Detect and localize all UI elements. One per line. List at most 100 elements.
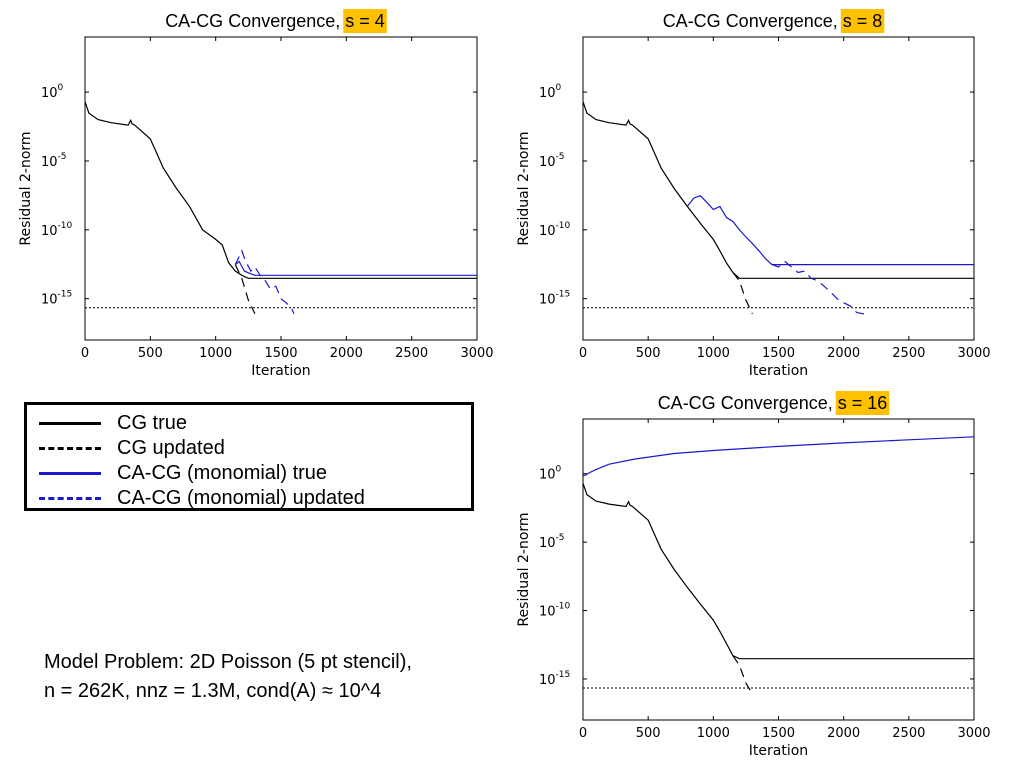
series-line-ca-cg-monomial-true bbox=[234, 260, 477, 276]
series-group bbox=[583, 101, 974, 317]
y-tick-base: 10 bbox=[539, 224, 556, 239]
x-tick-label: 0 bbox=[579, 726, 587, 741]
y-tick-base: 10 bbox=[539, 293, 556, 308]
x-axis-label: Iteration bbox=[749, 363, 808, 379]
y-tick-base: 10 bbox=[539, 86, 556, 101]
x-tick-label: 2000 bbox=[827, 346, 860, 361]
x-tick-label: 500 bbox=[138, 346, 163, 361]
x-tick-label: 1000 bbox=[697, 346, 730, 361]
y-tick-base: 10 bbox=[41, 293, 58, 308]
x-tick-label: 0 bbox=[579, 346, 587, 361]
series-group bbox=[583, 436, 974, 695]
legend-item-cacg-true: CA-CG (monomial) true bbox=[39, 461, 327, 485]
x-tick-label: 1500 bbox=[264, 346, 297, 361]
note-line-1: Model Problem: 2D Poisson (5 pt stencil)… bbox=[44, 651, 412, 673]
y-tick-label: 10-15 bbox=[539, 670, 570, 688]
y-tick-label: 10-10 bbox=[539, 221, 571, 239]
x-tick-label: 3000 bbox=[957, 346, 990, 361]
y-tick-exponent: -10 bbox=[556, 221, 571, 231]
x-tick-label: 1000 bbox=[697, 726, 730, 741]
y-tick-label: 100 bbox=[539, 83, 562, 101]
title-highlight-box bbox=[835, 391, 890, 415]
series-line-ca-cg-monomial-updated bbox=[234, 249, 295, 315]
y-tick-exponent: -15 bbox=[58, 290, 73, 300]
legend-swatch bbox=[39, 471, 101, 475]
y-tick-exponent: -5 bbox=[58, 152, 67, 162]
series-line-cg-true bbox=[583, 483, 974, 660]
series-line-cg-updated bbox=[732, 272, 753, 315]
chart-title-text: CA-CG Convergence, bbox=[165, 11, 345, 31]
x-tick-label: 2000 bbox=[330, 346, 363, 361]
y-tick-label: 10-15 bbox=[41, 290, 72, 308]
y-tick-label: 100 bbox=[41, 83, 64, 101]
legend-swatch bbox=[39, 421, 101, 425]
x-axis-label: Iteration bbox=[749, 743, 808, 759]
y-tick-base: 10 bbox=[41, 224, 58, 239]
y-tick-base: 10 bbox=[539, 155, 556, 170]
series-line-cg-true bbox=[583, 101, 974, 279]
plot-frame bbox=[582, 36, 975, 341]
x-tick-label: 0 bbox=[81, 346, 89, 361]
note-line-2: n = 262K, nnz = 1.3M, cond(A) ≈ 10^4 bbox=[44, 680, 382, 702]
y-tick-base: 10 bbox=[41, 86, 58, 101]
y-axis-label: Residual 2-norm bbox=[516, 512, 532, 626]
y-tick-label: 100 bbox=[539, 465, 562, 483]
legend-item-cg-true: CG true bbox=[39, 411, 187, 435]
legend: CG true CG updated CA-CG (monomial) true… bbox=[24, 402, 474, 511]
x-tick-label: 500 bbox=[636, 726, 661, 741]
y-tick-base: 10 bbox=[41, 155, 58, 170]
y-tick-label: 10-5 bbox=[41, 152, 67, 170]
y-tick-exponent: -15 bbox=[556, 670, 571, 680]
legend-item-cg-updated: CG updated bbox=[39, 436, 225, 460]
y-tick-label: 10-10 bbox=[41, 221, 73, 239]
legend-swatch bbox=[39, 496, 101, 500]
plot-frame bbox=[84, 36, 478, 341]
chart-title-text: CA-CG Convergence, bbox=[658, 393, 838, 413]
y-tick-label: 10-5 bbox=[539, 533, 565, 551]
chart-panel-2: CA-CG Convergence, s = 80 500 1000 1500 2000… bbox=[516, 9, 991, 379]
y-tick-exponent: -10 bbox=[556, 602, 571, 612]
x-tick-label: 2500 bbox=[395, 346, 428, 361]
x-tick-label: 3000 bbox=[460, 346, 493, 361]
y-tick-exponent: 0 bbox=[58, 83, 64, 93]
title-highlight-box bbox=[840, 9, 885, 33]
legend-label: CA-CG (monomial) true bbox=[117, 461, 328, 484]
legend-label: CG updated bbox=[117, 436, 225, 459]
y-tick-exponent: -5 bbox=[556, 533, 565, 543]
x-tick-label: 2500 bbox=[892, 726, 925, 741]
y-tick-base: 10 bbox=[539, 468, 556, 483]
chart-panel-3: CA-CG Convergence, s = 160 500 1000 1500 200… bbox=[516, 391, 991, 759]
y-tick-exponent: -5 bbox=[556, 152, 565, 162]
series-line-ca-cg-monomial-updated bbox=[771, 260, 870, 317]
legend-label: CG true bbox=[117, 411, 188, 434]
y-tick-base: 10 bbox=[539, 605, 556, 620]
series-line-ca-cg-monomial-true bbox=[583, 436, 974, 477]
model-problem-note: Model Problem: 2D Poisson (5 pt stencil)… bbox=[44, 648, 504, 706]
x-tick-label: 2500 bbox=[892, 346, 925, 361]
series-line-cg-true bbox=[85, 101, 477, 279]
x-tick-label: 500 bbox=[636, 346, 661, 361]
chart-title: CA-CG Convergence, s = 16 bbox=[658, 393, 888, 413]
legend-label: CA-CG (monomial) updated bbox=[117, 486, 365, 509]
chart-title-text: CA-CG Convergence, bbox=[663, 11, 843, 31]
x-axis-label: Iteration bbox=[251, 363, 310, 379]
series-line-cg-updated bbox=[732, 655, 753, 695]
y-tick-base: 10 bbox=[539, 673, 556, 688]
y-tick-label: 10-15 bbox=[539, 290, 570, 308]
series-group bbox=[85, 101, 477, 315]
title-highlight-box bbox=[343, 9, 387, 33]
y-tick-base: 10 bbox=[539, 536, 556, 551]
chart-title-highlight: s = 4 bbox=[345, 11, 385, 31]
series-line-cg-updated bbox=[234, 264, 256, 315]
y-axis-label: Residual 2-norm bbox=[18, 131, 34, 245]
plot-frame bbox=[582, 418, 975, 721]
chart-title: CA-CG Convergence, s = 8 bbox=[663, 11, 883, 31]
series-line-ca-cg-monomial-true bbox=[686, 195, 974, 266]
chart-title-highlight: s = 8 bbox=[843, 11, 883, 31]
legend-item-cacg-updated: CA-CG (monomial) updated bbox=[39, 486, 365, 510]
y-tick-exponent: 0 bbox=[556, 83, 562, 93]
y-tick-exponent: -10 bbox=[58, 221, 73, 231]
x-tick-label: 3000 bbox=[957, 726, 990, 741]
chart-title-highlight: s = 16 bbox=[838, 393, 888, 413]
